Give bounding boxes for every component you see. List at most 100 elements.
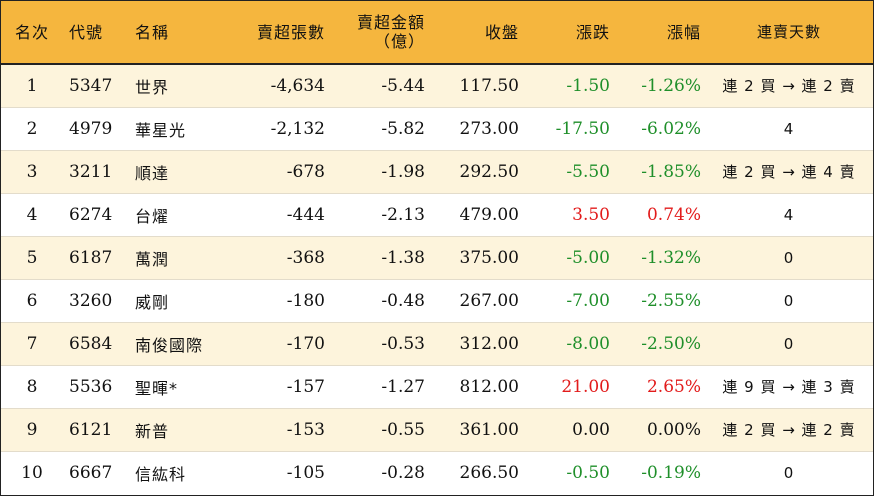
name-cell: 聖暉* — [135, 378, 179, 398]
table-header: 名次 代號 名稱 賣超張數 賣超金額 （億） 收盤 漲跌 漲幅 連賣天數 — [1, 1, 873, 64]
name-cell: 新普 — [135, 421, 170, 441]
name-cell: 信紘科 — [135, 464, 187, 484]
close-cell: 267.00 — [459, 290, 519, 311]
code-cell: 6121 — [69, 419, 113, 440]
code-cell: 4979 — [69, 118, 113, 139]
rank-cell: 5 — [26, 247, 38, 268]
code-cell: 5536 — [69, 376, 113, 397]
header-rank: 名次 — [14, 22, 49, 42]
net-sell-amount-cell: -0.53 — [381, 333, 425, 354]
net-sell-amount-cell: -1.27 — [381, 376, 425, 397]
rank-cell: 6 — [26, 290, 38, 311]
code-cell: 6187 — [69, 247, 113, 268]
streak-cell: 連 9 買 → 連 3 賣 — [722, 378, 856, 396]
rank-cell: 9 — [26, 419, 38, 440]
close-cell: 812.00 — [459, 376, 519, 397]
table-row: 9 6121 新普 -153 -0.55 361.00 0.00 0.00% 連 2 買 → 連… — [1, 408, 873, 451]
pct-cell: -2.50% — [641, 333, 701, 354]
header-close: 收盤 — [484, 22, 519, 42]
header-change: 漲跌 — [575, 22, 610, 42]
pct-cell: -6.02% — [641, 118, 701, 139]
pct-cell: -1.85% — [641, 161, 701, 182]
header-name: 名稱 — [135, 22, 170, 42]
close-cell: 361.00 — [459, 419, 519, 440]
code-cell: 5347 — [69, 75, 113, 96]
net-sell-shares-cell: -105 — [286, 462, 325, 483]
table-row: 7 6584 南俊國際 -170 -0.53 312.00 -8.00 -2.50% 0 — [1, 322, 873, 365]
pct-cell: -0.19% — [641, 462, 701, 483]
net-sell-shares-cell: -678 — [286, 161, 325, 182]
table-row: 5 6187 萬潤 -368 -1.38 375.00 -5.00 -1.32% 0 — [1, 236, 873, 279]
close-cell: 117.50 — [459, 75, 519, 96]
net-sell-amount-cell: -5.82 — [381, 118, 425, 139]
header-amount-line1: 賣超金額 — [356, 13, 425, 32]
close-cell: 479.00 — [459, 204, 519, 225]
net-sell-shares-cell: -4,634 — [270, 75, 325, 96]
header-code: 代號 — [69, 22, 104, 42]
change-cell: -7.00 — [566, 290, 610, 311]
rank-cell: 4 — [26, 204, 38, 225]
close-cell: 266.50 — [459, 462, 519, 483]
close-cell: 312.00 — [459, 333, 519, 354]
code-cell: 3260 — [69, 290, 113, 311]
pct-cell: 0.00% — [646, 419, 701, 440]
pct-cell: -2.55% — [641, 290, 701, 311]
pct-cell: -1.32% — [641, 247, 701, 268]
rank-cell: 10 — [21, 462, 43, 483]
net-sell-amount-cell: -0.55 — [381, 419, 425, 440]
streak-cell: 4 — [783, 119, 795, 138]
change-cell: -0.50 — [566, 462, 610, 483]
pct-cell: 2.65% — [646, 376, 701, 397]
streak-cell: 0 — [783, 334, 795, 353]
streak-cell: 0 — [783, 291, 795, 310]
name-cell: 順達 — [135, 163, 170, 183]
change-cell: -8.00 — [566, 333, 610, 354]
net-sell-amount-cell: -0.28 — [381, 462, 425, 483]
rank-cell: 2 — [26, 118, 38, 139]
rank-cell: 8 — [26, 376, 38, 397]
net-sell-shares-cell: -368 — [286, 247, 325, 268]
name-cell: 世界 — [135, 77, 170, 97]
table-row: 2 4979 華星光 -2,132 -5.82 273.00 -17.50 -6.02% 4 — [1, 107, 873, 150]
rank-cell: 3 — [26, 161, 38, 182]
table-row: 8 5536 聖暉* -157 -1.27 812.00 21.00 2.65% 連 9 買 →… — [1, 365, 873, 408]
change-cell: -5.50 — [566, 161, 610, 182]
header-net-sell-amount: 賣超金額 （億） — [329, 1, 429, 64]
streak-cell: 4 — [783, 205, 795, 224]
name-cell: 萬潤 — [135, 249, 170, 269]
net-sell-shares-cell: -170 — [286, 333, 325, 354]
change-cell: -1.50 — [566, 75, 610, 96]
table-row: 3 3211 順達 -678 -1.98 292.50 -5.50 -1.85% 連 2 買 →… — [1, 150, 873, 193]
close-cell: 375.00 — [459, 247, 519, 268]
net-sell-shares-cell: -2,132 — [270, 118, 325, 139]
net-sell-shares-cell: -180 — [286, 290, 325, 311]
streak-cell: 連 2 買 → 連 2 賣 — [722, 421, 856, 439]
change-cell: -17.50 — [555, 118, 610, 139]
change-cell: 21.00 — [561, 376, 610, 397]
net-sell-amount-cell: -0.48 — [381, 290, 425, 311]
net-sell-amount-cell: -2.13 — [381, 204, 425, 225]
rank-cell: 7 — [26, 333, 38, 354]
net-sell-shares-cell: -157 — [286, 376, 325, 397]
name-cell: 南俊國際 — [135, 335, 204, 355]
rank-cell: 1 — [26, 75, 38, 96]
header-pct: 漲幅 — [666, 22, 701, 42]
name-cell: 威剛 — [135, 292, 170, 312]
header-amount-line2: （億） — [373, 32, 425, 51]
close-cell: 292.50 — [459, 161, 519, 182]
net-sell-amount-cell: -1.38 — [381, 247, 425, 268]
header-row: 名次 代號 名稱 賣超張數 賣超金額 （億） 收盤 漲跌 漲幅 連賣天數 — [1, 1, 873, 64]
code-cell: 3211 — [69, 161, 113, 182]
streak-cell: 0 — [783, 248, 795, 267]
streak-cell: 連 2 買 → 連 4 賣 — [722, 163, 856, 181]
table-row: 6 3260 威剛 -180 -0.48 267.00 -7.00 -2.55% 0 — [1, 279, 873, 322]
table-row: 4 6274 台燿 -444 -2.13 479.00 3.50 0.74% 4 — [1, 193, 873, 236]
code-cell: 6274 — [69, 204, 113, 225]
streak-cell: 連 2 買 → 連 2 賣 — [722, 77, 856, 96]
header-streak: 連賣天數 — [756, 22, 821, 41]
header-net-sell-shares: 賣超張數 — [256, 22, 325, 42]
change-cell: 0.00 — [572, 419, 610, 440]
code-cell: 6584 — [69, 333, 113, 354]
